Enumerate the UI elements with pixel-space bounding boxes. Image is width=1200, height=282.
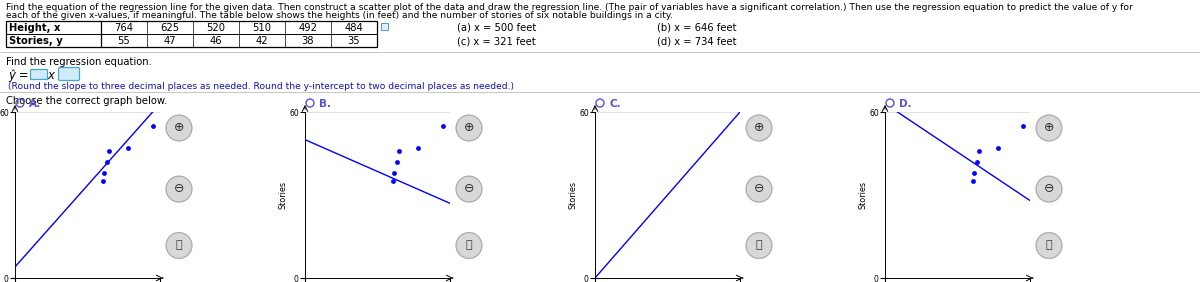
Text: Find the regression equation.: Find the regression equation. [6, 57, 152, 67]
Point [823, 171, 842, 175]
Point [95, 171, 114, 175]
Text: Stories, y: Stories, y [10, 36, 62, 46]
Text: D.: D. [899, 99, 912, 109]
Text: 47: 47 [163, 36, 176, 46]
Circle shape [1036, 115, 1062, 141]
Text: (Round the slope to three decimal places as needed. Round the y-intercept to two: (Round the slope to three decimal places… [8, 82, 514, 91]
Point [964, 179, 983, 183]
Circle shape [456, 115, 482, 141]
Circle shape [456, 233, 482, 258]
Text: A.: A. [29, 99, 41, 109]
Text: ⊖: ⊖ [463, 182, 474, 195]
Point [434, 124, 454, 128]
Text: ⧉: ⧉ [175, 240, 182, 250]
Text: ⊕: ⊕ [463, 121, 474, 134]
Text: Find the equation of the regression line for the given data. Then construct a sc: Find the equation of the regression line… [6, 3, 1133, 12]
Text: ⧉: ⧉ [1045, 240, 1052, 250]
Y-axis label: Stories: Stories [569, 181, 577, 209]
Bar [6, 21, 377, 47]
Circle shape [1036, 233, 1062, 258]
Text: ⊖: ⊖ [174, 182, 185, 195]
Point [100, 149, 119, 153]
Point [965, 171, 984, 175]
Point [968, 160, 988, 164]
Circle shape [456, 176, 482, 202]
FancyBboxPatch shape [59, 67, 79, 80]
Circle shape [746, 176, 772, 202]
Text: ⊖: ⊖ [754, 182, 764, 195]
Text: 38: 38 [301, 36, 314, 46]
Circle shape [1036, 176, 1062, 202]
Text: B.: B. [319, 99, 331, 109]
Circle shape [166, 115, 192, 141]
Text: C.: C. [610, 99, 620, 109]
Text: 35: 35 [348, 36, 360, 46]
Circle shape [166, 233, 192, 258]
Point [820, 179, 839, 183]
Point [390, 149, 409, 153]
Text: (a) x = 500 feet: (a) x = 500 feet [457, 23, 536, 33]
Point [1014, 124, 1033, 128]
Circle shape [166, 176, 192, 202]
Text: 46: 46 [210, 36, 222, 46]
Circle shape [746, 233, 772, 258]
Text: ⊕: ⊕ [754, 121, 764, 134]
Point [94, 179, 113, 183]
Text: ⧉: ⧉ [466, 240, 473, 250]
Text: (c) x = 321 feet: (c) x = 321 feet [457, 36, 535, 46]
Y-axis label: Stories: Stories [859, 181, 868, 209]
Point [383, 179, 402, 183]
Text: 510: 510 [252, 23, 271, 33]
Text: x +: x + [47, 69, 67, 82]
Point [388, 160, 407, 164]
Text: each of the given x-values, if meaningful. The table below shows the heights (in: each of the given x-values, if meaningfu… [6, 11, 673, 20]
Text: 492: 492 [299, 23, 318, 33]
Text: Choose the correct graph below.: Choose the correct graph below. [6, 96, 167, 106]
Text: 55: 55 [118, 36, 131, 46]
FancyBboxPatch shape [30, 69, 47, 79]
Point [832, 160, 851, 164]
Text: ŷ =: ŷ = [8, 69, 29, 82]
Text: (d) x = 734 feet: (d) x = 734 feet [658, 36, 737, 46]
Y-axis label: Stories: Stories [278, 181, 288, 209]
Text: 764: 764 [114, 23, 133, 33]
Point [888, 146, 907, 150]
Text: 625: 625 [161, 23, 180, 33]
Text: (b) x = 646 feet: (b) x = 646 feet [658, 23, 737, 33]
Point [119, 146, 138, 150]
Text: 520: 520 [206, 23, 226, 33]
Point [144, 124, 163, 128]
Point [955, 124, 974, 128]
Text: ⧉: ⧉ [756, 240, 762, 250]
Point [970, 149, 989, 153]
Circle shape [746, 115, 772, 141]
Bar [382, 23, 388, 30]
Text: ⊖: ⊖ [1044, 182, 1055, 195]
Point [836, 149, 856, 153]
Text: 42: 42 [256, 36, 269, 46]
Point [989, 146, 1008, 150]
Text: ⊕: ⊕ [174, 121, 185, 134]
Text: 484: 484 [344, 23, 364, 33]
Point [98, 160, 118, 164]
Text: Height, x: Height, x [10, 23, 60, 33]
Point [409, 146, 428, 150]
Point [384, 171, 403, 175]
Text: ⊕: ⊕ [1044, 121, 1055, 134]
